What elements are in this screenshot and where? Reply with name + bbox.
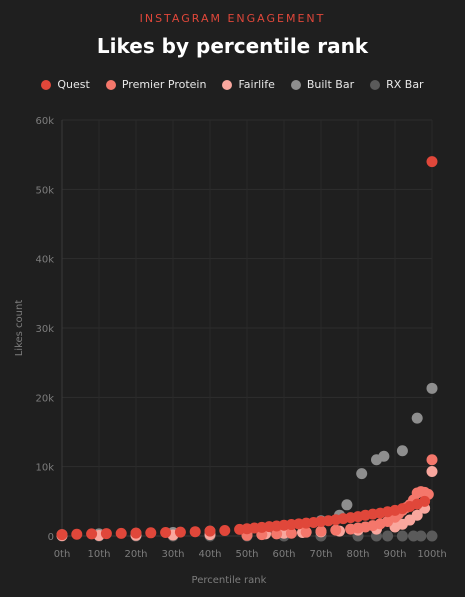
data-point-quest[interactable] bbox=[130, 527, 142, 539]
x-tick-label: 70th bbox=[310, 549, 333, 560]
chart-eyebrow: INSTAGRAM ENGAGEMENT bbox=[139, 12, 326, 25]
legend-swatch bbox=[290, 79, 301, 90]
data-point-fairlife[interactable] bbox=[411, 509, 423, 521]
x-tick-label: 50th bbox=[236, 549, 259, 560]
data-point-quest[interactable] bbox=[100, 528, 112, 540]
x-tick-label: 100th bbox=[417, 549, 446, 560]
data-point-quest[interactable] bbox=[174, 526, 186, 538]
data-point-premier-protein[interactable] bbox=[426, 454, 438, 466]
legend-swatch bbox=[41, 79, 52, 90]
data-point-quest[interactable] bbox=[219, 524, 231, 536]
data-point-premier-protein[interactable] bbox=[300, 526, 312, 538]
chart-title: Likes by percentile rank bbox=[96, 34, 369, 58]
data-point-quest[interactable] bbox=[419, 495, 431, 507]
data-point-quest[interactable] bbox=[56, 529, 68, 541]
data-point-rx-bar[interactable] bbox=[426, 530, 438, 542]
y-axis-label: Likes count bbox=[14, 300, 25, 357]
x-tick-label: 20th bbox=[125, 549, 148, 560]
data-point-built-bar[interactable] bbox=[341, 499, 353, 511]
legend-swatch bbox=[370, 79, 381, 90]
data-point-built-bar[interactable] bbox=[378, 450, 390, 462]
x-tick-label: 0th bbox=[54, 549, 71, 560]
x-tick-label: 80th bbox=[347, 549, 370, 560]
data-point-quest[interactable] bbox=[71, 528, 83, 540]
data-point-built-bar[interactable] bbox=[411, 412, 423, 424]
y-tick-label: 60k bbox=[35, 116, 54, 127]
legend-label: Fairlife bbox=[238, 78, 275, 91]
data-point-built-bar[interactable] bbox=[426, 382, 438, 394]
y-tick-label: 50k bbox=[35, 185, 54, 196]
y-tick-label: 30k bbox=[35, 324, 54, 335]
y-tick-label: 20k bbox=[35, 393, 54, 404]
data-point-quest[interactable] bbox=[426, 156, 438, 168]
legend-item-rx-bar[interactable]: RX Bar bbox=[370, 78, 424, 91]
legend-label: Quest bbox=[57, 78, 90, 91]
x-tick-label: 30th bbox=[162, 549, 185, 560]
data-point-rx-bar[interactable] bbox=[382, 530, 394, 542]
data-point-quest[interactable] bbox=[115, 527, 127, 539]
y-tick-label: 0 bbox=[48, 532, 54, 543]
data-point-quest[interactable] bbox=[160, 527, 172, 539]
y-tick-label: 10k bbox=[35, 463, 54, 474]
legend-swatch bbox=[222, 79, 233, 90]
x-tick-label: 10th bbox=[88, 549, 111, 560]
data-point-premier-protein[interactable] bbox=[330, 524, 342, 536]
x-tick-label: 90th bbox=[384, 549, 407, 560]
x-axis-ticks: 0th 10th 20th 30th 40th 50th 60th 70th 80th 90th 1… bbox=[54, 549, 447, 560]
x-tick-label: 60th bbox=[273, 549, 296, 560]
data-point-rx-bar[interactable] bbox=[415, 530, 427, 542]
x-axis-label: Percentile rank bbox=[192, 575, 267, 586]
legend-item-premier-protein[interactable]: Premier Protein bbox=[105, 78, 207, 91]
data-point-quest[interactable] bbox=[204, 525, 216, 537]
legend: Quest Premier Protein Fairlife Built Bar… bbox=[0, 78, 465, 91]
y-tick-label: 40k bbox=[35, 255, 54, 266]
gridlines bbox=[61, 119, 433, 537]
legend-label: Premier Protein bbox=[121, 78, 207, 91]
legend-swatch bbox=[105, 79, 116, 90]
data-point-quest[interactable] bbox=[86, 528, 98, 540]
legend-label: Built Bar bbox=[306, 78, 355, 91]
data-point-premier-protein[interactable] bbox=[271, 528, 283, 540]
data-point-fairlife[interactable] bbox=[426, 466, 438, 478]
legend-item-fairlife[interactable]: Fairlife bbox=[222, 78, 275, 91]
data-point-premier-protein[interactable] bbox=[315, 525, 327, 537]
data-point-rx-bar[interactable] bbox=[396, 530, 408, 542]
series-quest bbox=[56, 156, 438, 541]
data-point-built-bar[interactable] bbox=[356, 468, 368, 480]
data-point-quest[interactable] bbox=[145, 527, 157, 539]
y-axis-ticks: 0 10k 20k 30k 40k 50k 60k bbox=[35, 116, 54, 543]
data-point-built-bar[interactable] bbox=[396, 445, 408, 457]
legend-item-built-bar[interactable]: Built Bar bbox=[290, 78, 355, 91]
data-points bbox=[56, 156, 438, 542]
data-point-premier-protein[interactable] bbox=[285, 527, 297, 539]
data-point-quest[interactable] bbox=[189, 526, 201, 538]
legend-item-quest[interactable]: Quest bbox=[41, 78, 90, 91]
x-tick-label: 40th bbox=[199, 549, 222, 560]
legend-label: RX Bar bbox=[386, 78, 424, 91]
